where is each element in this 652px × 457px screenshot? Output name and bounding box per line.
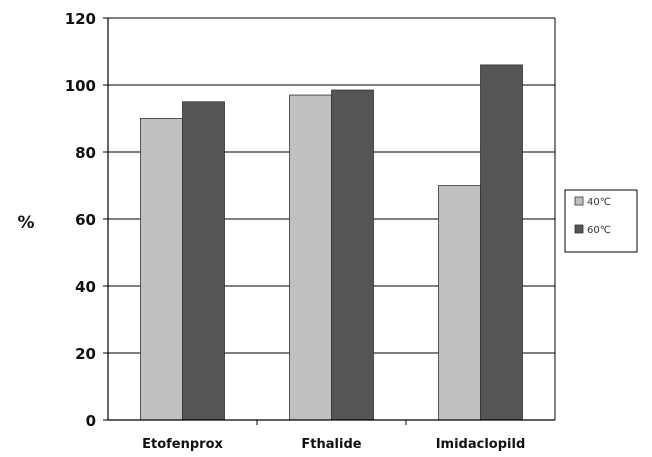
- legend: 40℃ 60℃: [564, 189, 638, 253]
- bar-etofenprox-series-0: [140, 118, 183, 421]
- x-category-labels: Etofenprox Fthalide Imidaclopild: [142, 437, 525, 452]
- bars: [140, 64, 523, 421]
- bar-imidaclopild-series-0: [438, 185, 481, 421]
- bar-fthalide-series-1: [331, 89, 374, 421]
- bar-fthalide-series-0: [289, 94, 332, 421]
- y-tick-label: 80: [75, 144, 96, 162]
- axes: [103, 17, 556, 425]
- y-tick-label: 100: [65, 77, 96, 95]
- y-tick-label: 120: [65, 10, 96, 28]
- bar-etofenprox-series-1: [182, 101, 225, 421]
- bar-imidaclopild-series-1: [480, 64, 523, 421]
- x-category-label: Fthalide: [301, 437, 361, 452]
- y-tick-label: 20: [75, 345, 96, 363]
- y-tick-label: 60: [75, 211, 96, 229]
- y-axis-label: %: [17, 213, 34, 233]
- y-tick-label: 0: [86, 412, 96, 430]
- legend-swatch: [574, 196, 584, 206]
- legend-swatch: [574, 224, 584, 234]
- x-category-label: Etofenprox: [142, 437, 223, 452]
- y-tick-labels: 0 20 40 60 80 100 120: [65, 10, 96, 430]
- x-category-label: Imidaclopild: [436, 437, 526, 452]
- legend-label: 60℃: [587, 225, 611, 236]
- legend-label: 40℃: [587, 197, 611, 208]
- y-tick-label: 40: [75, 278, 96, 296]
